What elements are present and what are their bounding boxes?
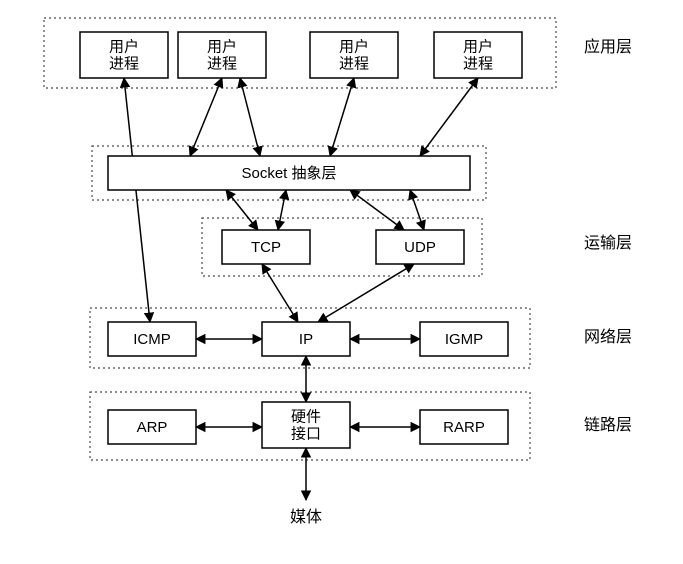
node-text-u1-0: 用户 xyxy=(109,39,139,56)
node-text-ip-0: IP xyxy=(299,331,313,348)
label-link-layer: 链路层 xyxy=(584,416,632,434)
layer-labels: 应用层运输层网络层链路层媒体 xyxy=(290,37,632,526)
node-hw: 硬件接口 xyxy=(262,402,350,448)
node-text-arp-0: ARP xyxy=(137,419,168,436)
layer-nodes: 用户进程用户进程用户进程用户进程Socket 抽象层TCPUDPICMPIPIG… xyxy=(80,32,522,448)
node-text-u1-1: 进程 xyxy=(109,56,139,73)
label-network-layer: 网络层 xyxy=(584,327,632,346)
edge-1 xyxy=(190,78,222,156)
edge-8 xyxy=(410,190,424,230)
node-text-tcp-0: TCP xyxy=(251,239,281,256)
node-igmp: IGMP xyxy=(420,322,508,356)
label-transport-layer: 运输层 xyxy=(584,234,632,252)
edge-2 xyxy=(240,78,260,156)
node-u3: 用户进程 xyxy=(310,32,398,78)
edge-9 xyxy=(262,264,298,322)
node-text-icmp-0: ICMP xyxy=(133,331,171,348)
edge-3 xyxy=(330,78,354,156)
media-label: 媒体 xyxy=(290,508,322,526)
node-text-udp-0: UDP xyxy=(404,239,436,256)
node-u4: 用户进程 xyxy=(434,32,522,78)
node-text-hw-1: 接口 xyxy=(291,426,321,443)
node-text-hw-0: 硬件 xyxy=(291,409,321,426)
node-text-u2-0: 用户 xyxy=(207,39,237,56)
node-ip: IP xyxy=(262,322,350,356)
node-icmp: ICMP xyxy=(108,322,196,356)
label-app-layer: 应用层 xyxy=(584,37,632,56)
node-text-u3-1: 进程 xyxy=(339,56,369,73)
node-rarp: RARP xyxy=(420,410,508,444)
node-sock: Socket 抽象层 xyxy=(108,156,470,190)
edge-5 xyxy=(226,190,258,230)
node-u2: 用户进程 xyxy=(178,32,266,78)
node-text-u4-1: 进程 xyxy=(463,56,493,73)
node-text-rarp-0: RARP xyxy=(443,419,485,436)
node-text-u2-1: 进程 xyxy=(207,56,237,73)
node-text-u3-0: 用户 xyxy=(339,39,369,56)
node-arp: ARP xyxy=(108,410,196,444)
edge-6 xyxy=(278,190,286,230)
node-u1: 用户进程 xyxy=(80,32,168,78)
node-udp: UDP xyxy=(376,230,464,264)
node-tcp: TCP xyxy=(222,230,310,264)
edge-10 xyxy=(318,264,414,322)
node-text-u4-0: 用户 xyxy=(463,39,493,56)
node-text-igmp-0: IGMP xyxy=(445,331,483,348)
node-text-sock-0: Socket 抽象层 xyxy=(241,165,336,182)
edge-7 xyxy=(350,190,404,230)
edge-4 xyxy=(420,78,478,156)
